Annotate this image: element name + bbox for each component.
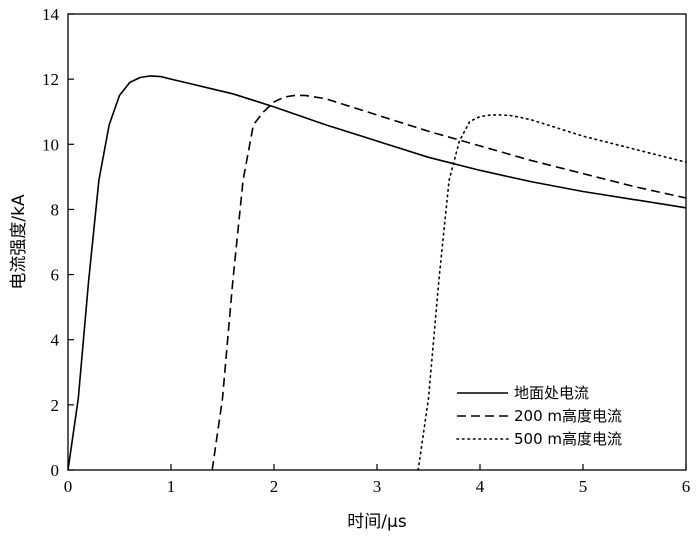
series-lines [67,75,687,471]
y-tick-label: 6 [51,266,60,285]
plot-area-border [67,13,687,471]
legend-label-500m: 500 m高度电流 [514,430,622,448]
y-tick-label: 4 [51,331,60,350]
plot-frame [67,13,687,471]
y-tick-label: 0 [51,461,60,480]
x-tick-label: 1 [167,477,176,496]
legend: 地面处电流 200 m高度电流 500 m高度电流 [456,384,622,448]
y-tick-label: 2 [51,396,60,415]
x-tick-label: 6 [682,477,691,496]
x-tick-label: 5 [579,477,588,496]
y-axis-title: 电流强度/kA [9,194,29,290]
series-line-0 [67,75,687,471]
series-line-1 [211,94,687,471]
y-tick-label: 12 [42,70,59,89]
series-line-2 [417,114,687,471]
y-tick-label: 10 [42,135,59,154]
x-tick-label: 0 [64,477,73,496]
x-axis-title: 时间/μs [347,512,407,532]
y-tick-label: 14 [42,5,60,24]
x-tick-label: 2 [270,477,279,496]
y-tick-label: 8 [51,200,60,219]
x-axis: 0 1 2 3 4 5 6 [64,464,691,496]
x-tick-label: 3 [373,477,382,496]
legend-label-ground: 地面处电流 [514,384,589,402]
legend-label-200m: 200 m高度电流 [514,407,622,425]
x-tick-label: 4 [476,477,485,496]
y-axis: 0 2 4 6 8 10 12 14 [42,5,74,480]
